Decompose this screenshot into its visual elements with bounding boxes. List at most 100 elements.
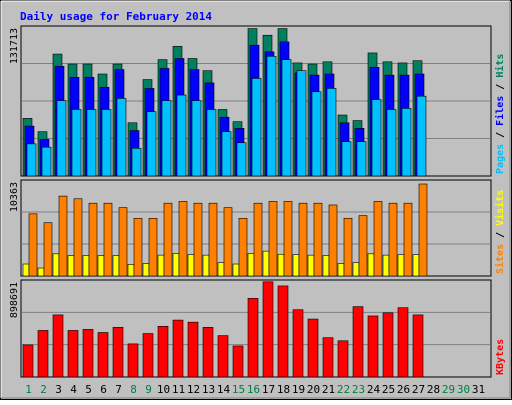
bar-visits-day-11	[172, 253, 180, 277]
panel-3-legend-item-1: KBytes	[495, 339, 506, 375]
bar-sites-day-27	[418, 183, 428, 277]
day-label-22: 22	[337, 383, 350, 396]
bar-sites-day-6	[103, 202, 113, 277]
bar-kbytes-day-18	[277, 285, 289, 378]
day-label-19: 19	[292, 383, 305, 396]
bar-sites-day-21	[328, 204, 338, 277]
bar-visits-day-13	[202, 254, 210, 277]
bar-pages-day-4	[71, 109, 82, 177]
bar-sites-day-20	[313, 202, 323, 277]
day-label-29: 29	[442, 383, 455, 396]
bar-sites-day-25	[388, 202, 398, 277]
bar-visits-day-18	[277, 253, 285, 277]
bar-visits-day-25	[382, 254, 390, 277]
bar-visits-day-17	[262, 250, 270, 277]
bar-sites-day-3	[58, 195, 68, 277]
bar-pages-day-14	[221, 131, 232, 177]
bar-sites-day-23	[358, 215, 368, 277]
bar-visits-day-27	[412, 254, 420, 277]
bar-visits-day-22	[337, 263, 345, 277]
bar-kbytes-day-4	[67, 330, 79, 378]
day-label-9: 9	[145, 383, 152, 396]
bar-kbytes-day-9	[142, 333, 154, 378]
bar-visits-day-6	[97, 255, 105, 277]
panel-1-legend-item-1: Pages	[495, 144, 506, 174]
bar-visits-day-7	[112, 255, 120, 277]
bar-visits-day-10	[157, 254, 165, 277]
bar-sites-day-24	[373, 201, 383, 277]
bar-sites-day-12	[193, 202, 203, 277]
bar-sites-day-22	[343, 217, 353, 277]
panel-2-legend-item-3: Visits	[494, 190, 506, 226]
bar-sites-day-7	[118, 207, 128, 277]
bar-visits-day-24	[367, 253, 375, 277]
panel-1-legend-item-4: /	[495, 78, 506, 96]
bar-pages-day-13	[206, 109, 217, 177]
day-label-2: 2	[40, 383, 47, 396]
day-label-17: 17	[262, 383, 275, 396]
day-label-4: 4	[70, 383, 77, 396]
bar-sites-day-10	[163, 202, 173, 277]
bar-kbytes-day-3	[52, 314, 64, 378]
bar-sites-day-18	[283, 201, 293, 277]
bar-sites-day-8	[133, 217, 143, 277]
bar-visits-day-9	[142, 263, 150, 277]
day-label-31: 31	[472, 383, 485, 396]
day-label-15: 15	[232, 383, 245, 396]
bar-kbytes-day-14	[217, 335, 229, 378]
day-label-18: 18	[277, 383, 290, 396]
day-label-28: 28	[427, 383, 440, 396]
bar-kbytes-day-22	[337, 340, 349, 378]
bar-sites-day-26	[403, 202, 413, 277]
bar-kbytes-day-26	[397, 307, 409, 378]
panel-3-legend: KBytes	[495, 339, 506, 375]
bar-pages-day-18	[281, 59, 292, 177]
bar-pages-day-2	[41, 146, 52, 177]
bar-visits-day-20	[307, 254, 315, 277]
bar-pages-day-23	[356, 141, 367, 177]
panel-1-legend-item-2: /	[495, 126, 506, 144]
chart-title: Daily usage for February 2014	[20, 10, 212, 23]
bar-kbytes-day-20	[307, 318, 319, 378]
bar-pages-day-5	[86, 109, 97, 177]
bar-kbytes-day-25	[382, 312, 394, 378]
bar-pages-day-20	[311, 91, 322, 177]
panel-2-legend-item-1: Sites	[494, 244, 506, 274]
panel-3-max-label: 898691	[9, 282, 20, 318]
panel-2-legend-item-2: /	[495, 226, 506, 244]
panel-1-legend: Pages / Files / Hits	[494, 54, 506, 174]
bar-visits-day-12	[187, 254, 195, 277]
day-label-3: 3	[55, 383, 62, 396]
day-label-10: 10	[157, 383, 170, 396]
day-label-21: 21	[322, 383, 335, 396]
bar-visits-day-8	[127, 264, 135, 277]
day-label-5: 5	[85, 383, 92, 396]
bar-pages-day-25	[386, 109, 397, 177]
bar-kbytes-day-16	[247, 298, 259, 378]
day-label-13: 13	[202, 383, 215, 396]
bar-kbytes-day-27	[412, 314, 424, 378]
bar-pages-day-10	[161, 100, 172, 177]
bar-visits-day-16	[247, 253, 255, 277]
bar-pages-day-24	[371, 99, 382, 177]
day-label-26: 26	[397, 383, 410, 396]
bar-pages-day-26	[401, 108, 412, 177]
bar-sites-day-11	[178, 201, 188, 277]
bar-visits-day-15	[232, 263, 240, 277]
panel-1-legend-item-3: Files	[494, 96, 506, 126]
bar-sites-day-9	[148, 217, 158, 277]
panel-2-legend: Sites / Visits	[494, 190, 506, 274]
bar-sites-day-1	[28, 213, 38, 277]
bar-sites-day-15	[238, 217, 248, 277]
bar-pages-day-19	[296, 70, 307, 177]
bar-kbytes-day-19	[292, 309, 304, 378]
day-label-20: 20	[307, 383, 320, 396]
day-label-24: 24	[367, 383, 381, 396]
bar-pages-day-16	[251, 78, 262, 177]
bar-kbytes-day-10	[157, 325, 169, 378]
day-label-1: 1	[25, 383, 32, 396]
day-label-7: 7	[115, 383, 122, 396]
day-label-30: 30	[457, 383, 470, 396]
bar-visits-day-4	[67, 255, 75, 277]
day-label-11: 11	[172, 383, 185, 396]
